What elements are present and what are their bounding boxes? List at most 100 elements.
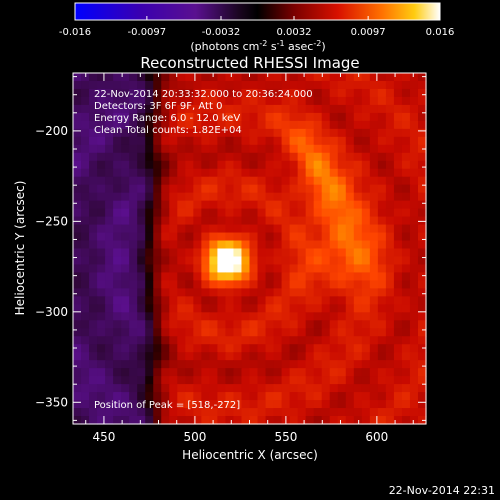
heatmap-cell bbox=[233, 352, 243, 361]
heatmap-cell bbox=[353, 376, 363, 385]
heatmap-cell bbox=[153, 304, 162, 313]
heatmap-cell bbox=[353, 152, 363, 162]
heatmap-cell bbox=[345, 320, 355, 329]
heatmap-cell bbox=[369, 416, 379, 425]
heatmap-cell bbox=[409, 184, 419, 194]
heatmap-cell bbox=[129, 73, 138, 82]
heatmap-cell bbox=[193, 216, 202, 226]
heatmap-cell bbox=[97, 320, 106, 329]
heatmap-cell bbox=[353, 104, 363, 114]
heatmap-cell bbox=[273, 352, 283, 361]
heatmap-cell bbox=[305, 304, 315, 313]
heatmap-cell bbox=[241, 128, 251, 138]
heatmap-cell bbox=[145, 168, 154, 178]
heatmap-cell bbox=[385, 176, 395, 186]
heatmap-cell bbox=[249, 264, 259, 274]
heatmap-cell bbox=[97, 328, 106, 337]
heatmap-cell bbox=[417, 280, 427, 289]
heatmap-cell bbox=[353, 192, 363, 202]
heatmap-cell bbox=[169, 144, 178, 154]
heatmap-cell bbox=[113, 80, 122, 90]
heatmap-cell bbox=[161, 184, 170, 194]
heatmap-cell bbox=[377, 248, 387, 258]
heatmap-cell bbox=[265, 104, 275, 114]
heatmap-cell bbox=[265, 272, 275, 282]
heatmap-cell bbox=[73, 224, 82, 234]
heatmap-cell bbox=[393, 304, 403, 313]
heatmap-cell bbox=[145, 320, 154, 329]
heatmap-cell bbox=[361, 168, 371, 178]
heatmap-cell bbox=[137, 80, 146, 90]
heatmap-cell bbox=[281, 168, 291, 178]
heatmap-cell bbox=[321, 176, 331, 186]
heatmap-cell bbox=[209, 248, 219, 258]
colorbar-tick-label: 0.016 bbox=[426, 27, 455, 38]
heatmap-cell bbox=[329, 296, 339, 305]
heatmap-cell bbox=[265, 152, 275, 162]
heatmap-cell bbox=[265, 120, 275, 130]
heatmap-cell bbox=[153, 320, 162, 329]
heatmap-cell bbox=[209, 416, 219, 425]
heatmap-cell bbox=[297, 144, 307, 154]
heatmap-cell bbox=[241, 392, 251, 401]
heatmap-cell bbox=[369, 392, 379, 401]
heatmap-cell bbox=[177, 112, 186, 122]
heatmap-cell bbox=[409, 216, 419, 226]
heatmap-cell bbox=[193, 112, 202, 122]
heatmap-cell bbox=[233, 184, 243, 194]
heatmap-cell bbox=[313, 152, 323, 162]
heatmap-cell bbox=[185, 336, 194, 345]
heatmap-cell bbox=[257, 416, 267, 425]
heatmap-cell bbox=[97, 224, 106, 234]
heatmap-cell bbox=[305, 208, 315, 218]
heatmap-cell bbox=[289, 144, 299, 154]
heatmap-cell bbox=[81, 104, 90, 114]
heatmap-cell bbox=[81, 344, 90, 353]
heatmap-cell bbox=[385, 280, 395, 289]
heatmap-cell bbox=[97, 112, 106, 122]
heatmap-cell bbox=[369, 384, 379, 393]
heatmap-cell bbox=[89, 160, 98, 170]
heatmap-cell bbox=[97, 88, 106, 98]
heatmap-cell bbox=[313, 208, 323, 218]
heatmap-cell bbox=[337, 272, 347, 282]
heatmap-cell bbox=[257, 328, 267, 337]
heatmap-cell bbox=[137, 376, 146, 385]
heatmap-cell bbox=[409, 344, 419, 353]
heatmap-cell bbox=[393, 80, 403, 90]
heatmap-cell bbox=[97, 128, 106, 138]
heatmap-cell bbox=[129, 240, 138, 250]
heatmap-cell bbox=[393, 320, 403, 329]
heatmap-cell bbox=[273, 104, 283, 114]
heatmap-cell bbox=[257, 208, 267, 218]
heatmap-cell bbox=[417, 192, 427, 202]
heatmap-cell bbox=[201, 320, 210, 329]
heatmap-cell bbox=[185, 208, 194, 218]
heatmap-cell bbox=[393, 400, 403, 409]
heatmap-cell bbox=[129, 368, 138, 377]
heatmap-cell bbox=[73, 344, 82, 353]
heatmap-cell bbox=[289, 232, 299, 242]
heatmap-cell bbox=[297, 312, 307, 321]
heatmap-cell bbox=[305, 408, 315, 417]
heatmap-cell bbox=[369, 112, 379, 122]
heatmap-cell bbox=[209, 208, 219, 218]
heatmap-cell bbox=[113, 176, 122, 186]
heatmap-cell bbox=[129, 160, 138, 170]
heatmap-cell bbox=[337, 160, 347, 170]
heatmap-cell bbox=[417, 360, 427, 369]
heatmap-cell bbox=[313, 360, 323, 369]
heatmap-cell bbox=[265, 408, 275, 417]
heatmap-cell bbox=[241, 152, 251, 162]
heatmap-cell bbox=[345, 408, 355, 417]
heatmap-cell bbox=[313, 192, 323, 202]
heatmap-cell bbox=[409, 360, 419, 369]
heatmap-cell bbox=[177, 312, 186, 321]
heatmap-cell bbox=[393, 296, 403, 305]
heatmap-cell bbox=[137, 328, 146, 337]
heatmap-cell bbox=[401, 296, 411, 305]
heatmap-cell bbox=[73, 96, 82, 106]
heatmap-cell bbox=[297, 96, 307, 106]
heatmap-cell bbox=[217, 88, 227, 98]
heatmap-cell bbox=[265, 256, 275, 266]
